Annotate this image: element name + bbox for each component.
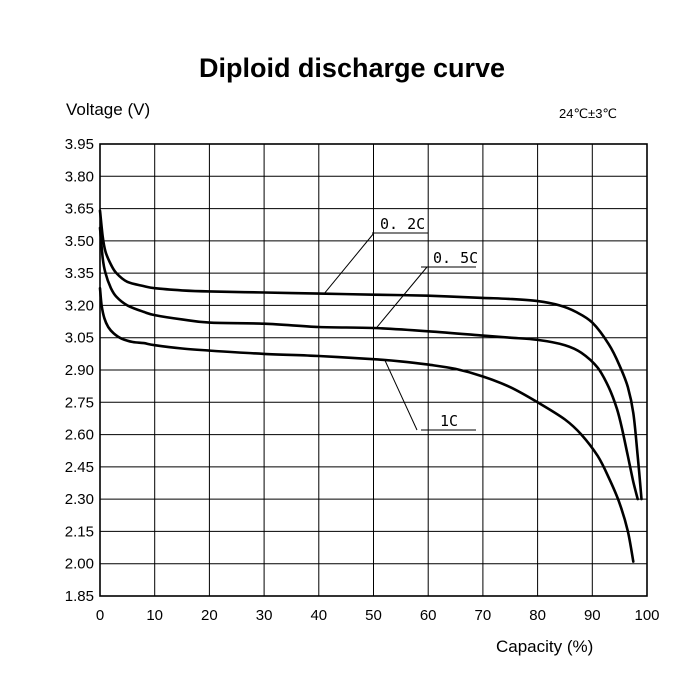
series-line-02c [98, 209, 643, 501]
y-tick-3.95: 3.95 [65, 136, 94, 153]
x-tick-60: 60 [420, 607, 437, 624]
y-tick-2.75: 2.75 [65, 394, 94, 411]
x-tick-90: 90 [584, 607, 601, 624]
x-tick-100: 100 [634, 607, 659, 624]
x-tick-80: 80 [529, 607, 546, 624]
x-tick-30: 30 [256, 607, 273, 624]
callout-leader-1c [383, 359, 418, 431]
x-axis-title: Capacity (%) [496, 637, 593, 656]
y-tick-2.30: 2.30 [65, 491, 94, 508]
y-tick-3.80: 3.80 [65, 168, 94, 185]
y-tick-2.45: 2.45 [65, 459, 94, 476]
series-callouts: 0. 2C 0. 5C 1C [323, 215, 478, 431]
series-line-1c [98, 286, 635, 563]
y-tick-3.20: 3.20 [65, 297, 94, 314]
y-tick-3.65: 3.65 [65, 201, 94, 218]
series-lines [98, 209, 643, 563]
plot-frame [99, 143, 648, 597]
callout-leader-05c [375, 266, 428, 329]
y-tick-2.90: 2.90 [65, 362, 94, 379]
series-line-05c [98, 226, 639, 501]
y-tick-2.60: 2.60 [65, 427, 94, 444]
y-tick-1.85: 1.85 [65, 588, 94, 605]
x-tick-0: 0 [96, 607, 104, 624]
grid [99, 143, 648, 597]
y-tick-3.35: 3.35 [65, 265, 94, 282]
x-tick-10: 10 [146, 607, 163, 624]
y-tick-2.15: 2.15 [65, 523, 94, 540]
y-tick-labels: 3.95 3.80 3.65 3.50 3.35 3.20 3.05 2.90 2.75 2.60… [65, 136, 94, 605]
x-tick-labels: 0 10 20 30 40 50 60 70 80 90 100 [96, 607, 660, 624]
callout-label-05c: 0. 5C [433, 249, 478, 267]
temperature-note: 24℃±3℃ [559, 106, 617, 121]
x-tick-40: 40 [310, 607, 327, 624]
y-axis-title: Voltage (V) [66, 100, 150, 119]
x-tick-50: 50 [365, 607, 382, 624]
y-tick-3.05: 3.05 [65, 330, 94, 347]
chart-title: Diploid discharge curve [199, 53, 505, 83]
x-tick-20: 20 [201, 607, 218, 624]
x-tick-70: 70 [475, 607, 492, 624]
callout-label-1c: 1C [440, 412, 458, 430]
y-tick-2.00: 2.00 [65, 556, 94, 573]
callout-label-02c: 0. 2C [380, 215, 425, 233]
callout-leader-02c [323, 232, 375, 294]
y-tick-3.50: 3.50 [65, 233, 94, 250]
